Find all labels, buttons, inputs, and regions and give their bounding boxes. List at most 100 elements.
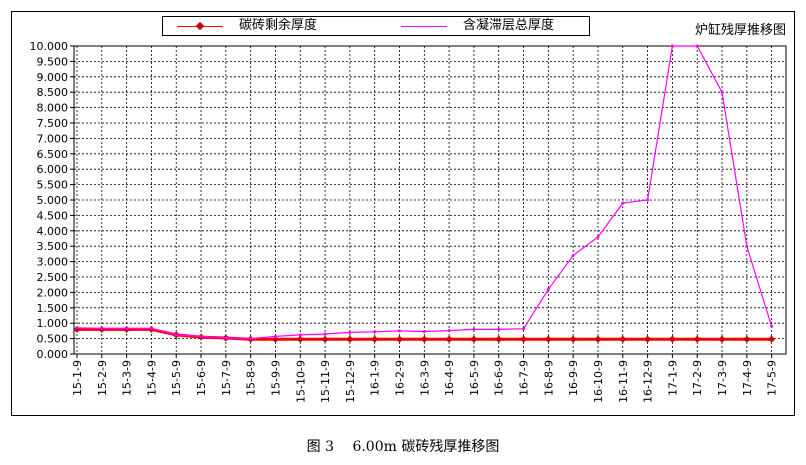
data-point xyxy=(75,326,79,330)
data-point xyxy=(569,335,577,343)
x-tick-label: 17-4-9 xyxy=(741,360,754,396)
y-axis: 0.000 0.500 1.000 1.500 2.000 2.500 3.000 3.500… xyxy=(30,40,74,361)
x-tick-label: 17-1-9 xyxy=(666,360,679,396)
data-point xyxy=(348,330,352,334)
data-point xyxy=(323,332,327,336)
y-tick-label: 4.500 xyxy=(37,209,69,222)
data-point xyxy=(398,329,402,333)
data-point xyxy=(149,326,153,330)
data-point xyxy=(670,44,674,48)
y-tick-label: 1.500 xyxy=(37,302,69,315)
y-tick-label: 6.000 xyxy=(37,163,69,176)
x-tick-label: 16-10-9 xyxy=(592,360,605,403)
x-tick-label: 16-9-9 xyxy=(567,360,580,396)
data-point xyxy=(718,335,726,343)
x-axis: 15-1-9 15-2-9 15-3-9 15-4-9 15-5-9 15-6-9 15-7… xyxy=(71,354,779,403)
x-tick-label: 17-3-9 xyxy=(716,360,729,396)
data-point xyxy=(472,327,476,331)
data-point xyxy=(544,335,552,343)
data-point xyxy=(395,335,404,343)
series-group xyxy=(73,44,776,343)
data-point xyxy=(594,335,602,343)
data-point xyxy=(743,335,751,343)
x-tick-label: 16-12-9 xyxy=(642,360,655,403)
data-point xyxy=(373,330,377,334)
data-point xyxy=(495,335,503,343)
x-tick-label: 16-7-9 xyxy=(518,360,531,396)
data-point xyxy=(371,335,379,343)
data-point xyxy=(100,326,104,330)
y-tick-label: 7.500 xyxy=(37,117,69,130)
x-tick-label: 17-2-9 xyxy=(691,360,704,396)
y-tick-label: 10.000 xyxy=(30,40,69,53)
chart-frame xyxy=(11,11,795,416)
x-tick-label: 16-5-9 xyxy=(468,360,481,396)
data-point xyxy=(445,335,453,343)
data-point xyxy=(174,333,178,337)
data-point xyxy=(646,198,650,202)
y-tick-label: 0.500 xyxy=(37,333,69,346)
data-point xyxy=(470,335,478,343)
data-point xyxy=(596,235,600,239)
data-point xyxy=(249,337,253,341)
x-tick-label: 16-4-9 xyxy=(443,360,456,396)
y-tick-label: 8.000 xyxy=(37,102,69,115)
x-tick-label: 15-2-9 xyxy=(96,360,109,396)
x-tick-label: 16-8-9 xyxy=(542,360,555,396)
x-tick-label: 15-12-9 xyxy=(344,360,357,403)
data-point xyxy=(571,253,575,257)
data-point xyxy=(296,335,304,343)
y-tick-label: 3.000 xyxy=(37,256,69,269)
data-point xyxy=(298,333,302,337)
x-tick-label: 15-3-9 xyxy=(121,360,134,396)
y-tick-label: 5.500 xyxy=(37,179,69,192)
legend-line-magenta xyxy=(401,26,447,27)
data-point xyxy=(271,335,280,343)
y-tick-label: 0.000 xyxy=(37,348,69,361)
x-tick-label: 15-4-9 xyxy=(145,360,158,396)
y-tick-label: 8.500 xyxy=(37,86,69,99)
data-point xyxy=(768,335,776,343)
data-point xyxy=(644,335,652,343)
legend: 碳砖剩余厚度 含凝滞层总厚度 xyxy=(162,16,590,36)
data-point xyxy=(420,335,428,343)
y-tick-label: 9.000 xyxy=(37,71,69,84)
x-tick-label: 16-2-9 xyxy=(394,360,407,396)
data-point xyxy=(422,330,426,334)
legend-label-total: 含凝滞层总厚度 xyxy=(463,18,555,33)
data-point xyxy=(199,334,203,338)
x-tick-label: 16-11-9 xyxy=(617,360,630,403)
x-tick-label: 16-3-9 xyxy=(418,360,431,396)
y-tick-label: 2.500 xyxy=(37,271,69,284)
y-tick-label: 2.000 xyxy=(37,286,69,299)
data-point xyxy=(720,90,724,94)
data-point xyxy=(668,335,676,343)
data-point xyxy=(770,324,774,328)
x-tick-label: 16-6-9 xyxy=(493,360,506,396)
x-tick-label: 15-5-9 xyxy=(170,360,183,396)
chart-title: 炉缸残厚推移图 xyxy=(694,23,786,38)
data-point xyxy=(546,287,550,291)
data-point xyxy=(621,201,625,205)
y-tick-label: 4.000 xyxy=(37,225,69,238)
x-tick-label: 17-5-9 xyxy=(766,360,779,396)
y-tick-label: 3.500 xyxy=(37,240,69,253)
x-tick-label: 15-6-9 xyxy=(195,360,208,396)
data-point xyxy=(745,244,749,248)
y-tick-label: 7.000 xyxy=(37,132,69,145)
data-point xyxy=(273,334,277,338)
legend-label-residual: 碳砖剩余厚度 xyxy=(239,18,318,33)
y-tick-label: 5.000 xyxy=(37,194,69,207)
x-tick-label: 15-9-9 xyxy=(269,360,282,396)
gridlines xyxy=(73,45,787,355)
figure-caption: 图 3 6.00m 碳砖残厚推移图 xyxy=(306,439,500,455)
data-point xyxy=(695,44,699,48)
data-point xyxy=(346,335,354,343)
y-tick-label: 6.500 xyxy=(37,148,69,161)
data-point xyxy=(497,327,501,331)
x-tick-label: 15-11-9 xyxy=(319,360,332,403)
x-tick-label: 15-10-9 xyxy=(294,360,307,403)
data-point xyxy=(522,327,526,331)
data-point xyxy=(520,335,528,343)
